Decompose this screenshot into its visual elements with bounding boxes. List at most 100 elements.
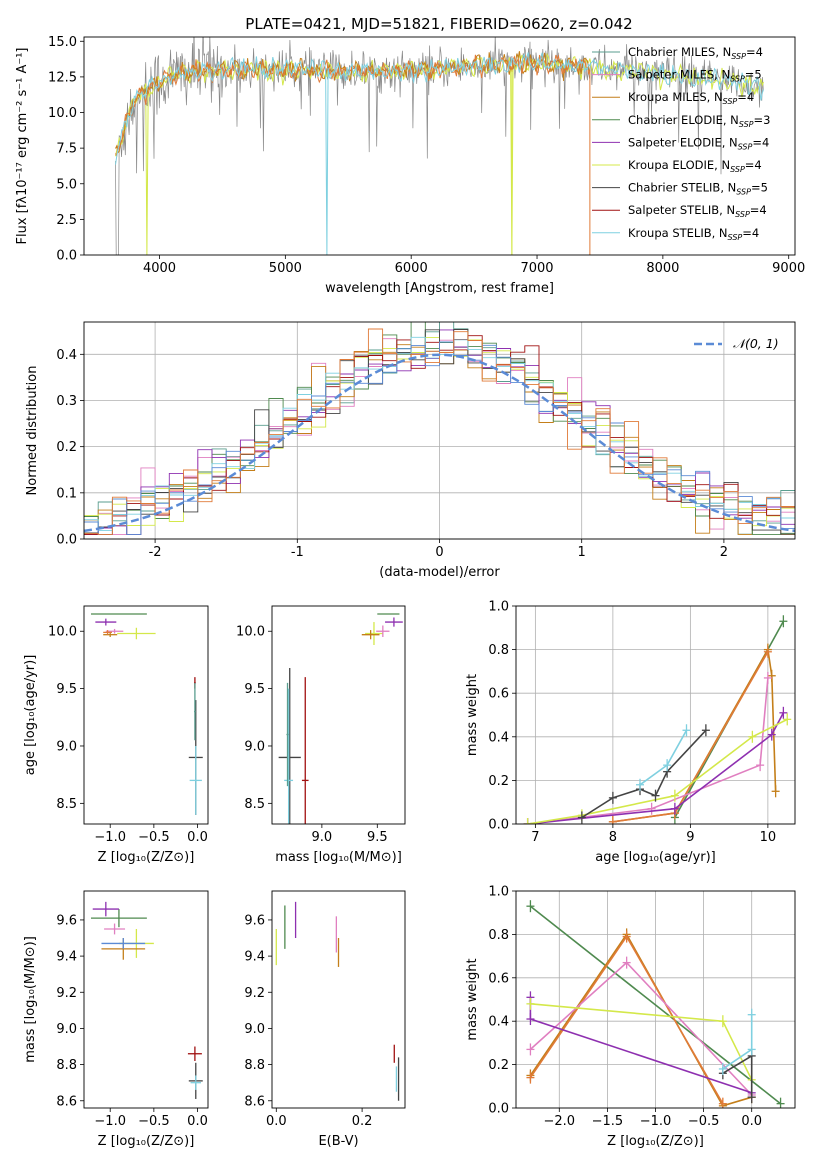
legend-subscript: SSP	[738, 142, 753, 151]
x-tick-label: −1.5	[592, 1114, 624, 1129]
y-tick-label: 0.0	[56, 533, 77, 548]
y-tick-label: 0.2	[488, 1058, 509, 1073]
y-tick-label: 8.5	[244, 797, 265, 812]
legend-entry-salpeter_stelib: Salpeter STELIB, NSSP=4	[628, 203, 767, 219]
x-axis-label: Z [log₁₀(Z/Z⊙)]	[607, 1134, 704, 1149]
legend-entry-kroupa_miles: Kroupa MILES, NSSP=4	[628, 90, 754, 106]
y-tick-label: 0.2	[56, 440, 77, 455]
histogram-orange_fit	[84, 328, 795, 535]
x-tick-label: 0.2	[352, 1114, 373, 1129]
legend-entry-salpeter_elodie: Salpeter ELODIE, NSSP=4	[628, 135, 769, 151]
legend-count: =4	[750, 203, 767, 217]
y-tick-label: 5.0	[56, 177, 77, 192]
errorbars	[275, 901, 400, 1101]
x-tick-label: 0.0	[187, 830, 208, 845]
metallicity-mass-panel: −1.0 −0.5 0.0 8.6 8.8 9.0 9.2 9.4 9.6 Z [log₁₀(Z/…	[23, 890, 209, 1149]
legend-label: Chabrier MILES, N	[628, 45, 731, 59]
y-tick-label: 9.4	[244, 950, 265, 965]
axes-frame	[83, 36, 796, 256]
legend-count: =4	[746, 45, 763, 59]
x-axis-label: Z [log₁₀(Z/Z⊙)]	[98, 850, 195, 865]
x-axis-label: Z [log₁₀(Z/Z⊙)]	[98, 1134, 195, 1149]
x-tick-label: 0.0	[187, 1114, 208, 1129]
legend-entry-chabrier_stelib: Chabrier STELIB, NSSP=5	[628, 181, 768, 197]
legend-subscript: SSP	[739, 120, 754, 129]
x-tick-label: 9.0	[312, 830, 333, 845]
x-tick-label: −0.5	[138, 830, 170, 845]
y-tick-label: 9.6	[56, 913, 77, 928]
x-tick-label: 1	[578, 545, 586, 560]
figure-title: PLATE=0421, MJD=51821, FIBERID=0620, z=0…	[245, 15, 632, 33]
x-tick-label: 5000	[269, 261, 302, 276]
y-tick-label: 9.5	[56, 682, 77, 697]
y-tick-label: 0.8	[488, 643, 509, 658]
y-tick-label: 8.5	[56, 797, 77, 812]
y-tick-label: 0.2	[488, 774, 509, 789]
y-tick-label: 1.0	[488, 600, 509, 615]
y-axis-label: Flux [fλ10⁻¹⁷ erg cm⁻² s⁻¹ A⁻¹]	[15, 48, 30, 245]
axes-frame	[83, 890, 209, 1109]
legend-subscript: SSP	[735, 210, 750, 219]
y-tick-label: 0.1	[56, 486, 77, 501]
legend-subscript: SSP	[730, 75, 745, 84]
x-tick-label: 8	[609, 830, 617, 845]
series-line-kroupa_miles	[612, 647, 777, 823]
x-tick-label: 0.0	[266, 1114, 287, 1129]
mass-age-panel: 9.0 9.5 8.5 9.0 9.5 10.0 mass [log₁₀(M/M⊙)]	[236, 605, 406, 865]
axes-frame	[83, 605, 209, 825]
weight-series	[523, 615, 792, 824]
x-tick-label: 0.0	[741, 1114, 762, 1129]
legend-count: =4	[745, 158, 762, 172]
metallicity-mass-weight-panel: −2.0 −1.5 −1.0 −0.5 0.0 0.0 0.2 0.4 0.6 0.8 1.0 Z […	[465, 885, 796, 1149]
y-tick-label: 0.4	[488, 730, 509, 745]
legend-count: =4	[752, 135, 769, 149]
y-tick-label: 0.0	[56, 249, 77, 264]
y-tick-label: 9.0	[244, 739, 265, 754]
age-mass-weight-panel: 7 8 9 10 0.0 0.2 0.4 0.6 0.8 1.0 age [log₁₀(age/yr…	[465, 600, 796, 865]
series-line-chabrier_elodie	[529, 905, 782, 1105]
legend-subscript: SSP	[728, 233, 743, 242]
series-line-salpeter_miles	[527, 677, 769, 824]
y-tick-label: 12.5	[48, 70, 77, 85]
legend-subscript: SSP	[730, 165, 745, 174]
series-line-kroupa_elodie	[530, 1003, 753, 1081]
y-tick-label: 9.5	[244, 682, 265, 697]
y-axis-label: age [log₁₀(age/yr)]	[23, 655, 38, 776]
x-tick-label: 9.5	[367, 830, 388, 845]
metallicity-age-panel: −1.0 −0.5 0.0 8.5 9.0 9.5 10.0 Z [log₁₀(Z/Z⊙)] a…	[23, 605, 209, 865]
legend-label: Chabrier ELODIE, N	[628, 113, 739, 127]
legend-subscript: SSP	[723, 97, 738, 106]
y-tick-label: 8.8	[56, 1058, 77, 1073]
y-tick-label: 10.0	[236, 625, 265, 640]
legend-label: Kroupa ELODIE, N	[628, 158, 730, 172]
x-tick-label: 8000	[646, 261, 679, 276]
axes-frame	[271, 890, 406, 1109]
legend-entry-salpeter_miles: Salpeter MILES, NSSP=5	[628, 68, 762, 84]
legend-entry-kroupa_stelib: Kroupa STELIB, NSSP=4	[628, 226, 759, 242]
y-tick-label: 0.4	[56, 348, 77, 363]
legend-subscript: SSP	[736, 188, 751, 197]
y-tick-label: 15.0	[48, 35, 77, 50]
series-line-chabrier_stelib	[581, 729, 707, 819]
y-axis-label: mass weight	[465, 674, 480, 756]
y-tick-label: 2.5	[56, 213, 77, 228]
spectrum-lines	[115, 37, 764, 255]
x-tick-label: −0.5	[688, 1114, 720, 1129]
x-tick-label: 6000	[395, 261, 428, 276]
y-tick-label: 0.6	[488, 687, 509, 702]
legend-label: Kroupa STELIB, N	[628, 226, 728, 240]
x-axis-label: wavelength [Angstrom, rest frame]	[325, 281, 554, 296]
x-tick-label: 4000	[143, 261, 176, 276]
errorbars	[90, 613, 203, 815]
legend-count: =4	[742, 226, 759, 240]
legend-entry-normal: 𝒩(0, 1)	[733, 336, 779, 351]
spectrum-panel: 4000 5000 6000 7000 8000 9000 0.0 2.5 5.0 7.5 10.0…	[15, 35, 805, 296]
legend-label: Salpeter MILES, N	[628, 68, 730, 82]
legend-label: Chabrier STELIB, N	[628, 181, 736, 195]
residuals-panel: -2 -1 0 1 2 0.0 0.1 0.2 0.3 0.4 (data-model)/error…	[25, 321, 796, 580]
legend-entry-chabrier_miles: Chabrier MILES, NSSP=4	[628, 45, 763, 61]
y-tick-label: 0.0	[488, 818, 509, 833]
y-axis-label: Normed distribution	[25, 366, 40, 496]
x-tick-label: 0	[435, 545, 443, 560]
